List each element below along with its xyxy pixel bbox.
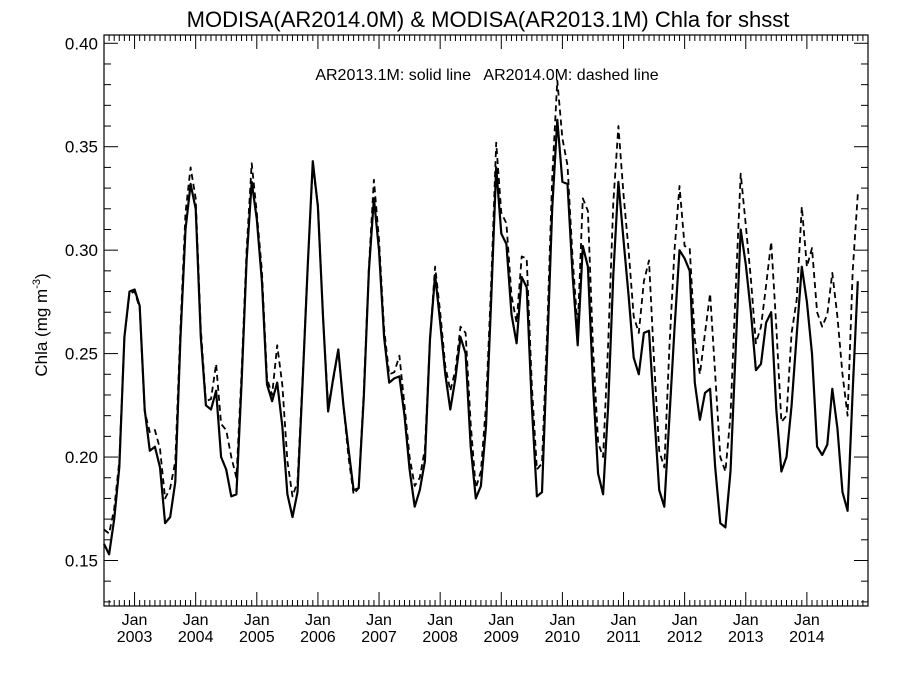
series-lines [103, 79, 859, 556]
y-tick-label: 0.35 [65, 138, 98, 157]
series-line-ar2014-0m [103, 79, 859, 535]
x-tick-month-label: Jan [794, 612, 820, 629]
x-tick-month-label: Jan [122, 612, 148, 629]
y-tick-label: 0.40 [65, 34, 98, 53]
x-tick-year-label: 2010 [545, 629, 581, 646]
x-tick-month-label: Jan [550, 612, 576, 629]
plot-frame [103, 34, 869, 607]
chart-title: MODISA(AR2014.0M) & MODISA(AR2013.1M) Ch… [187, 7, 790, 32]
x-tick-year-label: 2012 [667, 629, 703, 646]
series-line-ar2013-1m [103, 118, 859, 556]
x-tick-month-label: Jan [672, 612, 698, 629]
x-tick-year-label: 2003 [117, 629, 153, 646]
y-tick-label: 0.15 [65, 551, 98, 570]
x-tick-year-label: 2013 [728, 629, 764, 646]
x-tick-month-label: Jan [733, 612, 759, 629]
y-tick-label: 0.25 [65, 345, 98, 364]
x-tick-year-label: 2004 [178, 629, 214, 646]
y-axis-label-close: ) [32, 273, 51, 279]
x-tick-year-label: 2014 [789, 629, 825, 646]
x-tick-year-label: 2006 [300, 629, 336, 646]
x-tick-month-label: Jan [244, 612, 270, 629]
x-tick-year-label: 2007 [361, 629, 397, 646]
x-tick-month-label: Jan [488, 612, 514, 629]
x-tick-year-label: 2005 [239, 629, 275, 646]
x-tick-year-label: 2011 [606, 629, 641, 646]
svg-text:Chla (mg m-3): Chla (mg m-3) [31, 273, 51, 376]
x-tick-month-label: Jan [366, 612, 392, 629]
y-tick-label: 0.30 [65, 241, 98, 260]
y-axis-label-main: Chla (mg m [32, 289, 51, 377]
y-axis-label: Chla (mg m-3) [31, 273, 51, 376]
x-tick-year-label: 2008 [422, 629, 458, 646]
y-tick-label: 0.20 [65, 448, 98, 467]
legend-annotation: AR2013.1M: solid line AR2014.0M: dashed … [315, 67, 658, 84]
y-axis-label-sup: -3 [31, 279, 43, 289]
x-tick-year-label: 2009 [483, 629, 519, 646]
x-tick-month-label: Jan [183, 612, 209, 629]
x-tick-month-label: Jan [611, 612, 637, 629]
x-tick-month-label: Jan [305, 612, 331, 629]
x-tick-month-label: Jan [427, 612, 453, 629]
axis-ticks: 0.150.200.250.300.350.40Jan2003Jan2004Ja… [65, 34, 869, 646]
